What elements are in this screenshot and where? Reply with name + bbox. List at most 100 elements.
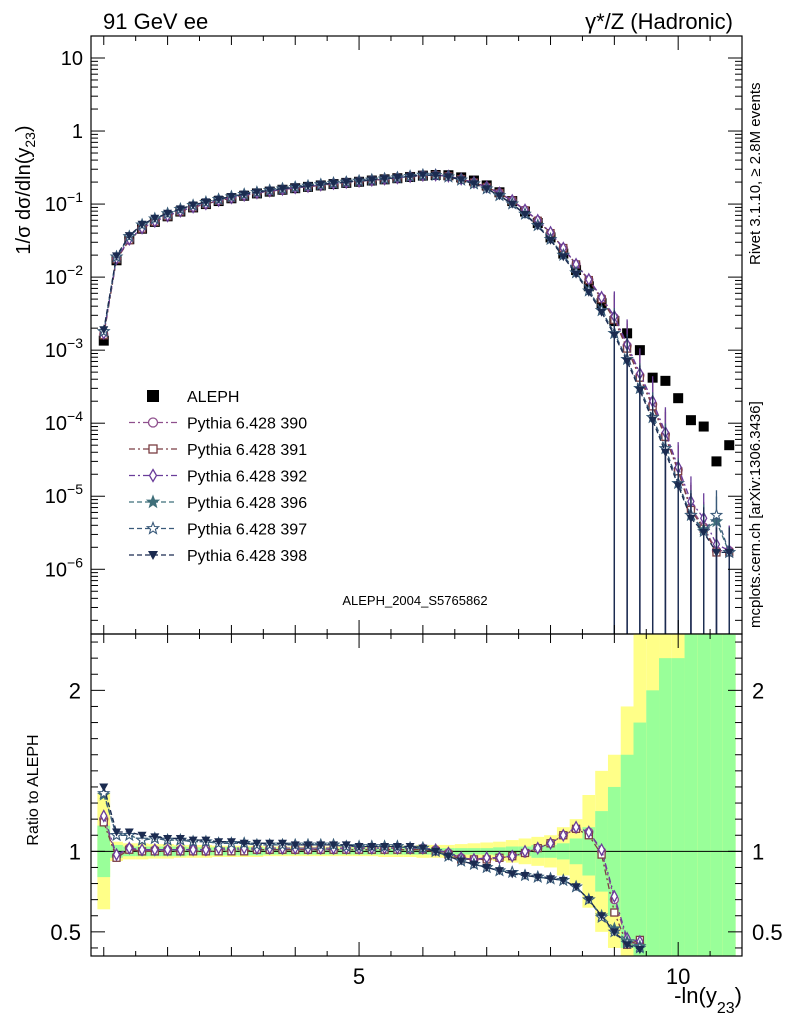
ratio-point: [622, 941, 632, 950]
y-tick-label-bottom-right: 1: [752, 839, 764, 864]
stat-uncertainty-band: [684, 634, 698, 956]
ratio-point: [443, 852, 453, 861]
data-point: [660, 375, 671, 386]
ratio-point: [341, 841, 351, 850]
legend-entry: Pythia 6.428 398: [129, 548, 307, 565]
legend-marker: [145, 520, 161, 535]
y-tick-label-bottom-right: 0.5: [752, 920, 783, 945]
ratio-point: [163, 842, 172, 857]
legend-label: ALEPH: [187, 389, 239, 406]
data-point: [635, 387, 645, 396]
data-point: [558, 253, 568, 262]
ratio-point: [150, 833, 160, 842]
legend-marker: [148, 468, 158, 483]
data-point: [520, 210, 530, 219]
data-point: [571, 270, 581, 279]
ratio-point: [96, 786, 111, 800]
ratio-plot-panel: 5 10 0.5 0.5 1 1 2 2: [50, 633, 783, 989]
legend-marker: [148, 551, 158, 560]
y-tick-label-bottom-right: 2: [752, 678, 764, 703]
data-point: [685, 415, 696, 426]
data-point: [226, 192, 236, 201]
ratio-point: [405, 843, 415, 852]
header-observable: γ*/Z (Hadronic): [585, 9, 733, 34]
ratio-point: [610, 908, 619, 917]
legend-label: Pythia 6.428 398: [187, 548, 307, 565]
data-point: [648, 416, 658, 425]
ratio-point: [316, 841, 326, 850]
legend-label: Pythia 6.428 391: [187, 442, 307, 459]
data-point: [698, 421, 709, 432]
data-point: [673, 393, 684, 404]
ratio-point: [534, 841, 542, 855]
ratio-point: [469, 860, 479, 869]
data-point: [507, 200, 517, 209]
ratio-point: [584, 896, 594, 905]
data-point: [392, 174, 402, 183]
ratio-point: [495, 850, 504, 865]
data-point: [99, 326, 109, 335]
ratio-point: [100, 809, 108, 823]
data-point: [660, 448, 670, 457]
ratio-point: [572, 820, 580, 835]
ratio-point: [189, 842, 197, 857]
legend-marker: [148, 444, 158, 454]
data-point: [175, 205, 185, 214]
ratio-point: [494, 867, 504, 876]
data-point: [265, 186, 275, 195]
ratio-point: [138, 842, 146, 857]
data-point: [597, 308, 607, 317]
data-point: [482, 185, 492, 194]
ratio-point: [431, 847, 441, 856]
data-point: [367, 176, 377, 185]
ratio-point: [559, 828, 568, 843]
ratio-point: [99, 783, 109, 792]
ratio-point: [277, 839, 287, 848]
legend-entry: Pythia 6.428 390: [129, 416, 307, 433]
legend-marker: [147, 417, 159, 428]
ratio-point: [571, 883, 581, 892]
data-point: [290, 183, 300, 192]
y-tick-label-bottom-left: 2: [69, 678, 81, 703]
data-point: [609, 331, 619, 340]
ratio-point: [176, 842, 185, 857]
legend: ALEPH Pythia 6.428 390 Pythia 6.428 391 Pyt…: [129, 389, 307, 565]
ratio-point: [239, 839, 249, 848]
stat-uncertainty-band: [697, 634, 711, 956]
data-point: [622, 357, 632, 366]
analysis-watermark: ALEPH_2004_S5765862: [342, 593, 487, 608]
ratio-point: [456, 857, 466, 866]
ratio-point: [137, 831, 147, 840]
x-tick-label: 5: [353, 964, 365, 989]
ratio-point: [188, 836, 198, 845]
data-point: [546, 236, 556, 245]
data-point: [98, 335, 109, 346]
data-point: [597, 290, 606, 305]
y-axis-title-bottom: Ratio to ALEPH: [25, 734, 42, 845]
y-tick-label-top: 10−2: [45, 262, 83, 289]
data-point: [277, 185, 287, 194]
main-plot-panel: 10 1 10−1 10−2 10−3 10−4 10−5 10−6: [45, 35, 743, 635]
data-point: [673, 482, 683, 491]
data-point: [469, 180, 479, 189]
data-point: [137, 220, 147, 229]
series-6: [99, 171, 734, 634]
stat-uncertainty-band: [646, 690, 660, 956]
y-tick-label-top: 10−1: [45, 189, 83, 216]
y-tick-label-bottom-left: 1: [69, 839, 81, 864]
legend-marker: [147, 390, 159, 402]
data-point: [456, 176, 466, 185]
data-point: [724, 548, 734, 557]
ratio-point: [508, 849, 516, 864]
legend-entry: Pythia 6.428 397: [129, 520, 307, 539]
ratio-point: [303, 841, 313, 850]
ratio-point: [380, 843, 390, 852]
ratio-point: [585, 825, 593, 839]
ratio-point: [226, 838, 236, 847]
stat-uncertainty-band: [722, 634, 736, 956]
data-point: [709, 508, 724, 521]
data-point: [380, 175, 390, 184]
legend-label: Pythia 6.428 396: [187, 495, 307, 512]
legend-label: Pythia 6.428 390: [187, 416, 307, 433]
